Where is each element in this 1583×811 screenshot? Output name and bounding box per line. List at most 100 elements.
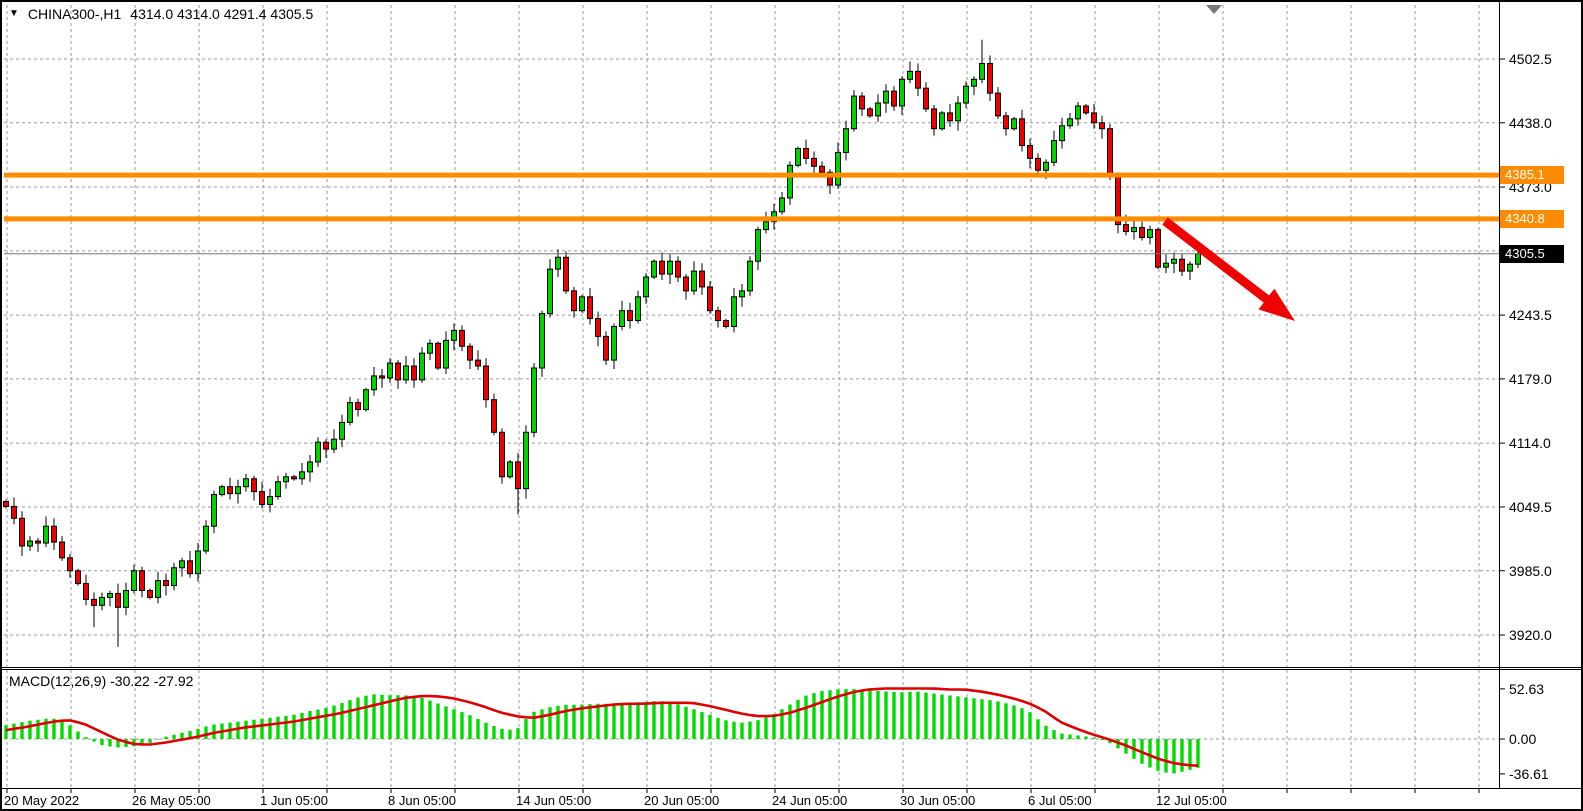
candle-bullish — [1195, 253, 1201, 265]
chart-shift-marker-icon[interactable] — [1206, 5, 1222, 14]
candle-bullish — [579, 296, 585, 312]
candle-bullish — [99, 596, 105, 606]
candle-bullish — [739, 290, 745, 298]
candle-bearish — [491, 399, 497, 433]
candle-bearish — [67, 557, 73, 572]
candle-bearish — [707, 286, 713, 312]
candle-bullish — [955, 102, 961, 122]
candle-bearish — [1035, 157, 1041, 171]
candle-bullish — [427, 342, 433, 354]
candle-bullish — [539, 313, 545, 369]
candle-bullish — [643, 276, 649, 298]
candle-bearish — [139, 570, 145, 592]
candle-bullish — [235, 486, 241, 495]
time-axis-label: 20 Jun 05:00 — [644, 793, 720, 808]
candle-bullish — [787, 164, 793, 199]
candle-bullish — [835, 151, 841, 186]
current-price-tag: 4305.5 — [1500, 244, 1564, 263]
candle-bullish — [27, 540, 33, 547]
candle-bullish — [555, 256, 561, 270]
candle-bearish — [915, 70, 921, 89]
candle-bearish — [187, 560, 193, 575]
candle-bullish — [747, 260, 753, 292]
candle-bearish — [147, 590, 153, 598]
candle-bearish — [811, 157, 817, 167]
time-axis-label: 26 May 05:00 — [132, 793, 211, 808]
time-axis-label: 14 Jun 05:00 — [516, 793, 592, 808]
candle-bullish — [1043, 161, 1049, 171]
candle-bullish — [907, 70, 913, 80]
price-axis-label: 4114.0 — [1509, 435, 1551, 452]
candle-bearish — [931, 108, 937, 130]
candle-bearish — [3, 501, 9, 507]
macd-signal-line — [5, 687, 1199, 767]
candle-bullish — [211, 494, 217, 527]
candle-bearish — [163, 580, 169, 587]
level-price-tag[interactable]: 4385.1 — [1500, 166, 1564, 185]
candle-bullish — [363, 389, 369, 411]
candle-bearish — [859, 95, 865, 110]
candle-bearish — [75, 570, 81, 585]
candle-bearish — [51, 525, 57, 543]
candle-bullish — [387, 362, 393, 379]
candle-bullish — [171, 567, 177, 587]
candle-bearish — [1155, 229, 1161, 268]
price-axis-label: 4438.0 — [1509, 114, 1552, 131]
candle-bullish — [979, 62, 985, 80]
candle-bullish — [267, 496, 273, 505]
candle-bearish — [411, 365, 417, 381]
candle-bearish — [1091, 112, 1097, 124]
candle-bullish — [195, 550, 201, 575]
candle-bullish — [1147, 229, 1153, 238]
candle-bullish — [123, 590, 129, 608]
candle-bearish — [947, 112, 953, 122]
candle-bullish — [635, 296, 641, 322]
symbol-dropdown-icon[interactable]: ▼ — [9, 8, 19, 19]
candle-bullish — [755, 229, 761, 262]
candle-bullish — [875, 102, 881, 117]
candle-bullish — [371, 375, 377, 391]
candle-bearish — [659, 260, 665, 275]
candle-bearish — [563, 256, 569, 292]
trend-arrow-head[interactable] — [1258, 288, 1296, 321]
candle-bullish — [155, 580, 161, 598]
candle-bearish — [467, 345, 473, 361]
candle-bearish — [587, 296, 593, 320]
candle-bullish — [531, 367, 537, 433]
candle-bullish — [1075, 105, 1081, 120]
trend-arrow-shaft[interactable] — [1162, 217, 1274, 307]
candle-bullish — [1011, 118, 1017, 130]
candle-bearish — [699, 270, 705, 288]
candle-bearish — [891, 90, 897, 107]
candle-bearish — [571, 290, 577, 312]
candle-bullish — [763, 221, 769, 231]
candle-bullish — [179, 560, 185, 569]
macd-axis-label: 0.00 — [1509, 731, 1537, 747]
candle-bullish — [203, 525, 209, 552]
time-axis-label: 1 Jun 05:00 — [260, 793, 328, 808]
candle-bullish — [339, 421, 345, 440]
time-axis-label: 6 Jul 05:00 — [1028, 793, 1092, 808]
candle-bearish — [251, 478, 257, 493]
candle-bearish — [715, 310, 721, 322]
candle-bullish — [451, 329, 457, 341]
candle-bearish — [1123, 224, 1129, 233]
candle-bearish — [395, 362, 401, 381]
candle-bearish — [595, 318, 601, 337]
candle-bullish — [939, 112, 945, 130]
candle-bearish — [675, 260, 681, 278]
candle-bearish — [11, 505, 17, 519]
candle-bearish — [323, 441, 329, 450]
level-price-tag[interactable]: 4340.8 — [1500, 209, 1564, 228]
candle-bearish — [35, 540, 41, 544]
candle-bullish — [403, 365, 409, 381]
candle-bearish — [435, 342, 441, 369]
candle-bearish — [227, 486, 233, 495]
candle-bullish — [851, 95, 857, 130]
candle-bearish — [867, 108, 873, 117]
candle-bullish — [347, 402, 353, 423]
candle-bearish — [515, 461, 521, 490]
price-axis-label: 4243.5 — [1509, 307, 1552, 324]
